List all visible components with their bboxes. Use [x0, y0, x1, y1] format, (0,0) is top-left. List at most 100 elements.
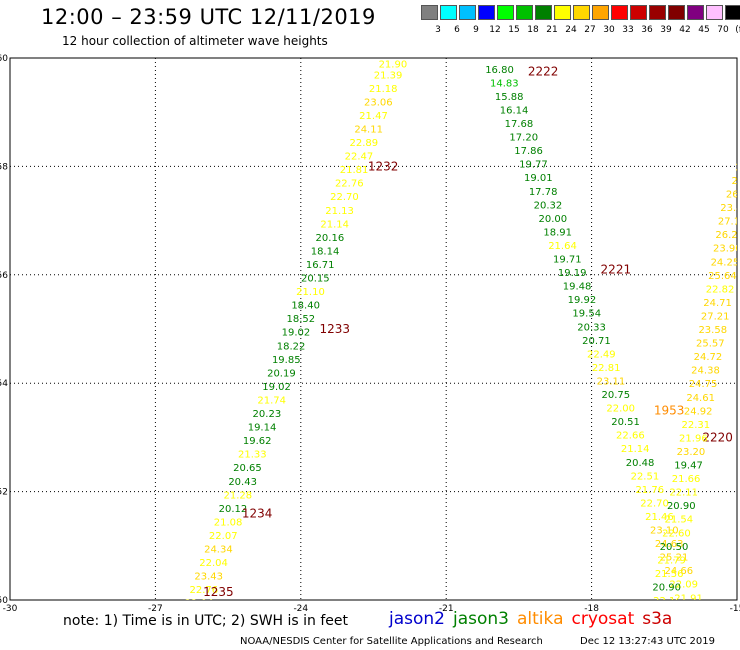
y-tick-label: 52 — [0, 488, 8, 498]
scale-swatch — [668, 5, 685, 20]
wave-height-label: 19.92 — [568, 295, 597, 306]
wave-height-label: 24.61 — [686, 393, 715, 404]
wave-height-label: 21.08 — [214, 517, 243, 528]
wave-height-label: 21.54 — [665, 515, 694, 526]
wave-height-label: 19.14 — [248, 423, 277, 434]
wave-height-label: 22.07 — [209, 531, 238, 542]
y-tick-label: 60 — [0, 54, 8, 64]
wave-height-label: 23.58 — [698, 325, 727, 336]
scale-label: 15 — [508, 25, 520, 35]
scale-swatch — [459, 5, 476, 20]
scale-swatch — [592, 5, 609, 20]
wave-height-label: 20.19 — [267, 368, 296, 379]
scale-swatch — [478, 5, 495, 20]
y-tick-label: 56 — [0, 271, 8, 281]
scale-swatch — [497, 5, 514, 20]
wave-height-label: 22.00 — [606, 404, 635, 415]
wave-height-label: 20.32 — [534, 200, 563, 211]
wave-height-label: 23.83 — [720, 203, 740, 214]
wave-height-label: 22.11 — [669, 488, 698, 499]
wave-height-label: 20.71 — [582, 336, 611, 347]
mission-cryosat: cryosat — [571, 609, 635, 629]
wave-height-label: 21.64 — [548, 241, 577, 252]
wave-height-label: 23.43 — [194, 572, 223, 583]
wave-height-label: 18.40 — [291, 301, 320, 312]
pass-time-label: 1235 — [203, 585, 234, 599]
wave-height-label: 18.14 — [311, 246, 340, 257]
scale-label: (ft) — [735, 25, 740, 35]
scale-label: 36 — [641, 25, 653, 35]
wave-height-label: 24.75 — [689, 379, 718, 390]
wave-height-label: 24.72 — [694, 352, 723, 363]
pass-time-label: 1953 — [654, 403, 685, 417]
wave-height-label: 22.04 — [199, 558, 228, 569]
x-tick-label: -18 — [584, 604, 599, 614]
wave-height-label: 22.76 — [335, 179, 364, 190]
wave-height-label: 21.66 — [672, 474, 701, 485]
wave-height-label: 16.80 — [485, 65, 514, 76]
wave-height-label: 22.70 — [640, 498, 669, 509]
wave-height-label: 19.54 — [572, 309, 601, 320]
scale-label: 27 — [584, 25, 596, 35]
wave-height-label: 22.76 — [190, 585, 219, 596]
scale-swatch — [516, 5, 533, 20]
wave-height-label: 21.56 — [655, 569, 684, 580]
wave-height-label: 24.25 — [711, 257, 740, 268]
wave-height-label: 19.47 — [674, 461, 703, 472]
wave-height-label: 21.47 — [359, 111, 388, 122]
wave-height-label: 24.71 — [703, 298, 732, 309]
wave-height-label: 15.88 — [495, 92, 524, 103]
wave-height-label: 21.28 — [223, 490, 252, 501]
wave-height-label: 26.29 — [715, 230, 740, 241]
wave-height-label: 24.11 — [354, 124, 383, 135]
wave-height-label: 23.37 — [679, 607, 708, 618]
wave-height-label: 17.86 — [514, 146, 543, 157]
scale-swatch — [421, 5, 438, 20]
footer-note: note: 1) Time is in UTC; 2) SWH is in fe… — [63, 613, 349, 629]
wave-height-label: 22.31 — [681, 420, 710, 431]
y-tick-label: 54 — [0, 379, 8, 389]
wave-height-label: 22.04 — [185, 599, 214, 610]
x-tick-label: -27 — [148, 604, 163, 614]
wave-height-label: 23.11 — [597, 376, 626, 387]
wave-height-label: 21.18 — [369, 84, 398, 95]
wave-height-label: 25.64 — [708, 271, 737, 282]
y-tick-label: 58 — [0, 162, 8, 172]
wave-height-label: 18.52 — [286, 314, 315, 325]
plot-frame — [9, 57, 738, 601]
x-tick-label: -21 — [439, 604, 454, 614]
scale-swatch — [611, 5, 628, 20]
wave-height-label: 21.14 — [621, 444, 650, 455]
wave-height-label: 18.91 — [543, 227, 572, 238]
wave-height-label: 20.50 — [660, 542, 689, 553]
wave-height-label: 21.76 — [635, 485, 664, 496]
wave-height-label: 22.51 — [631, 471, 660, 482]
credit-date: Dec 12 13:27:43 UTC 2019 — [580, 636, 715, 647]
wave-height-label: 22.89 — [349, 138, 378, 149]
wave-height-label: 22.1 — [653, 596, 675, 607]
scale-label: 33 — [622, 25, 634, 35]
wave-height-label: 14.83 — [490, 78, 519, 89]
scale-swatch — [554, 5, 571, 20]
wave-height-label: 20.65 — [233, 463, 262, 474]
wave-height-label: 25.57 — [696, 339, 725, 350]
scale-swatch — [687, 5, 704, 20]
wave-height-label: 19.77 — [519, 160, 548, 171]
wave-height-label: 19.01 — [524, 173, 553, 184]
wave-height-label: 20.48 — [626, 458, 655, 469]
wave-height-label: 18.22 — [277, 341, 306, 352]
wave-height-label: 21.90 — [379, 59, 408, 70]
wave-height-label: 24.34 — [204, 545, 233, 556]
chart-subtitle: 12 hour collection of altimeter wave hei… — [62, 34, 328, 48]
scale-label: 12 — [489, 25, 501, 35]
wave-height-label: 21.74 — [257, 395, 286, 406]
wave-height-label: 21.14 — [320, 219, 349, 230]
wave-height-label: 19.71 — [553, 255, 582, 266]
scale-label: 3 — [435, 25, 441, 35]
wave-height-label: 19.19 — [558, 268, 587, 279]
wave-height-label: 26.8 — [726, 190, 740, 201]
wave-height-label: 21.39 — [374, 70, 403, 81]
wave-height-label: 23.20 — [677, 447, 706, 458]
scale-label: 45 — [698, 25, 710, 35]
